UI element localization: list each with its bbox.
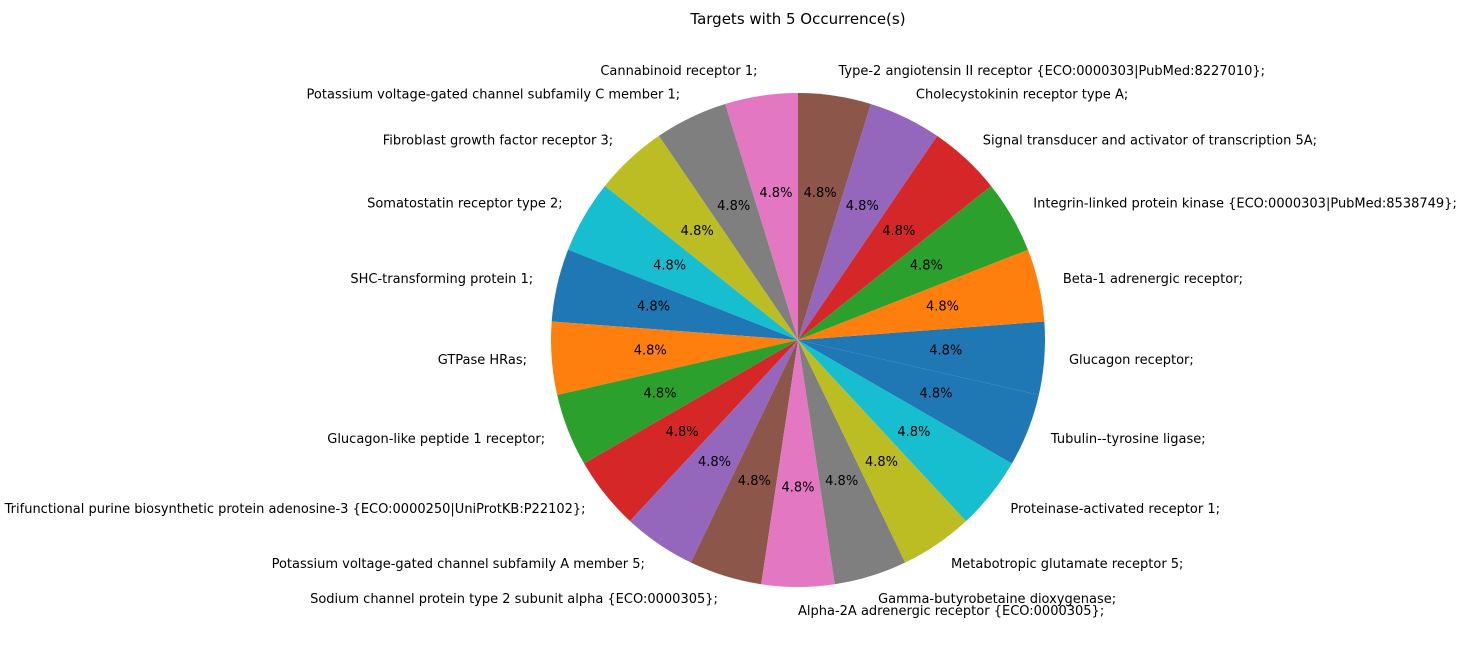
category-label: Type-2 angiotensin II receptor {ECO:0000… — [837, 64, 1265, 79]
percent-label: 4.8% — [634, 344, 667, 359]
category-label: Glucagon-like peptide 1 receptor; — [327, 432, 545, 447]
category-label: Sodium channel protein type 2 subunit al… — [310, 592, 718, 607]
category-label: Glucagon receptor; — [1069, 353, 1194, 368]
category-label: Cholecystokinin receptor type A; — [916, 88, 1128, 103]
percent-label: 4.8% — [804, 186, 837, 201]
category-label: Signal transducer and activator of trans… — [983, 133, 1317, 148]
percent-label: 4.8% — [653, 258, 686, 273]
pie-slices — [551, 93, 1045, 587]
category-label: Tubulin--tyrosine ligase; — [1050, 432, 1206, 447]
category-label: Potassium voltage-gated channel subfamil… — [272, 557, 645, 572]
category-label: Proteinase-activated receptor 1; — [1010, 502, 1220, 517]
percent-label: 4.8% — [825, 474, 858, 489]
category-label: GTPase HRas; — [438, 353, 527, 368]
percent-label: 4.8% — [865, 455, 898, 470]
percent-label: 4.8% — [781, 481, 814, 496]
percent-label: 4.8% — [882, 224, 915, 239]
percent-label: 4.8% — [926, 300, 959, 315]
percent-label: 4.8% — [846, 199, 879, 214]
category-label: SHC-transforming protein 1; — [350, 272, 533, 287]
category-label: Beta-1 adrenergic receptor; — [1063, 272, 1243, 287]
category-label: Trifunctional purine biosynthetic protei… — [4, 502, 586, 517]
category-label: Potassium voltage-gated channel subfamil… — [307, 88, 681, 103]
percent-label: 4.8% — [910, 258, 943, 273]
percent-label: 4.8% — [666, 425, 699, 440]
percent-label: 4.8% — [637, 300, 670, 315]
percent-label: 4.8% — [717, 199, 750, 214]
category-label: Integrin-linked protein kinase {ECO:0000… — [1033, 197, 1457, 212]
percent-label: 4.8% — [897, 425, 930, 440]
percent-label: 4.8% — [738, 474, 771, 489]
percent-label: 4.8% — [929, 344, 962, 359]
category-label: Gamma-butyrobetaine dioxygenase; — [878, 592, 1116, 607]
category-label: Fibroblast growth factor receptor 3; — [383, 133, 613, 148]
percent-label: 4.8% — [919, 387, 952, 402]
percent-label: 4.8% — [698, 455, 731, 470]
category-label: Metabotropic glutamate receptor 5; — [951, 557, 1183, 572]
category-label: Somatostatin receptor type 2; — [367, 197, 563, 212]
percent-label: 4.8% — [644, 387, 677, 402]
chart-title: Targets with 5 Occurrence(s) — [689, 10, 905, 28]
category-label: Cannabinoid receptor 1; — [600, 64, 757, 79]
percent-label: 4.8% — [681, 224, 714, 239]
percent-label: 4.8% — [759, 186, 792, 201]
